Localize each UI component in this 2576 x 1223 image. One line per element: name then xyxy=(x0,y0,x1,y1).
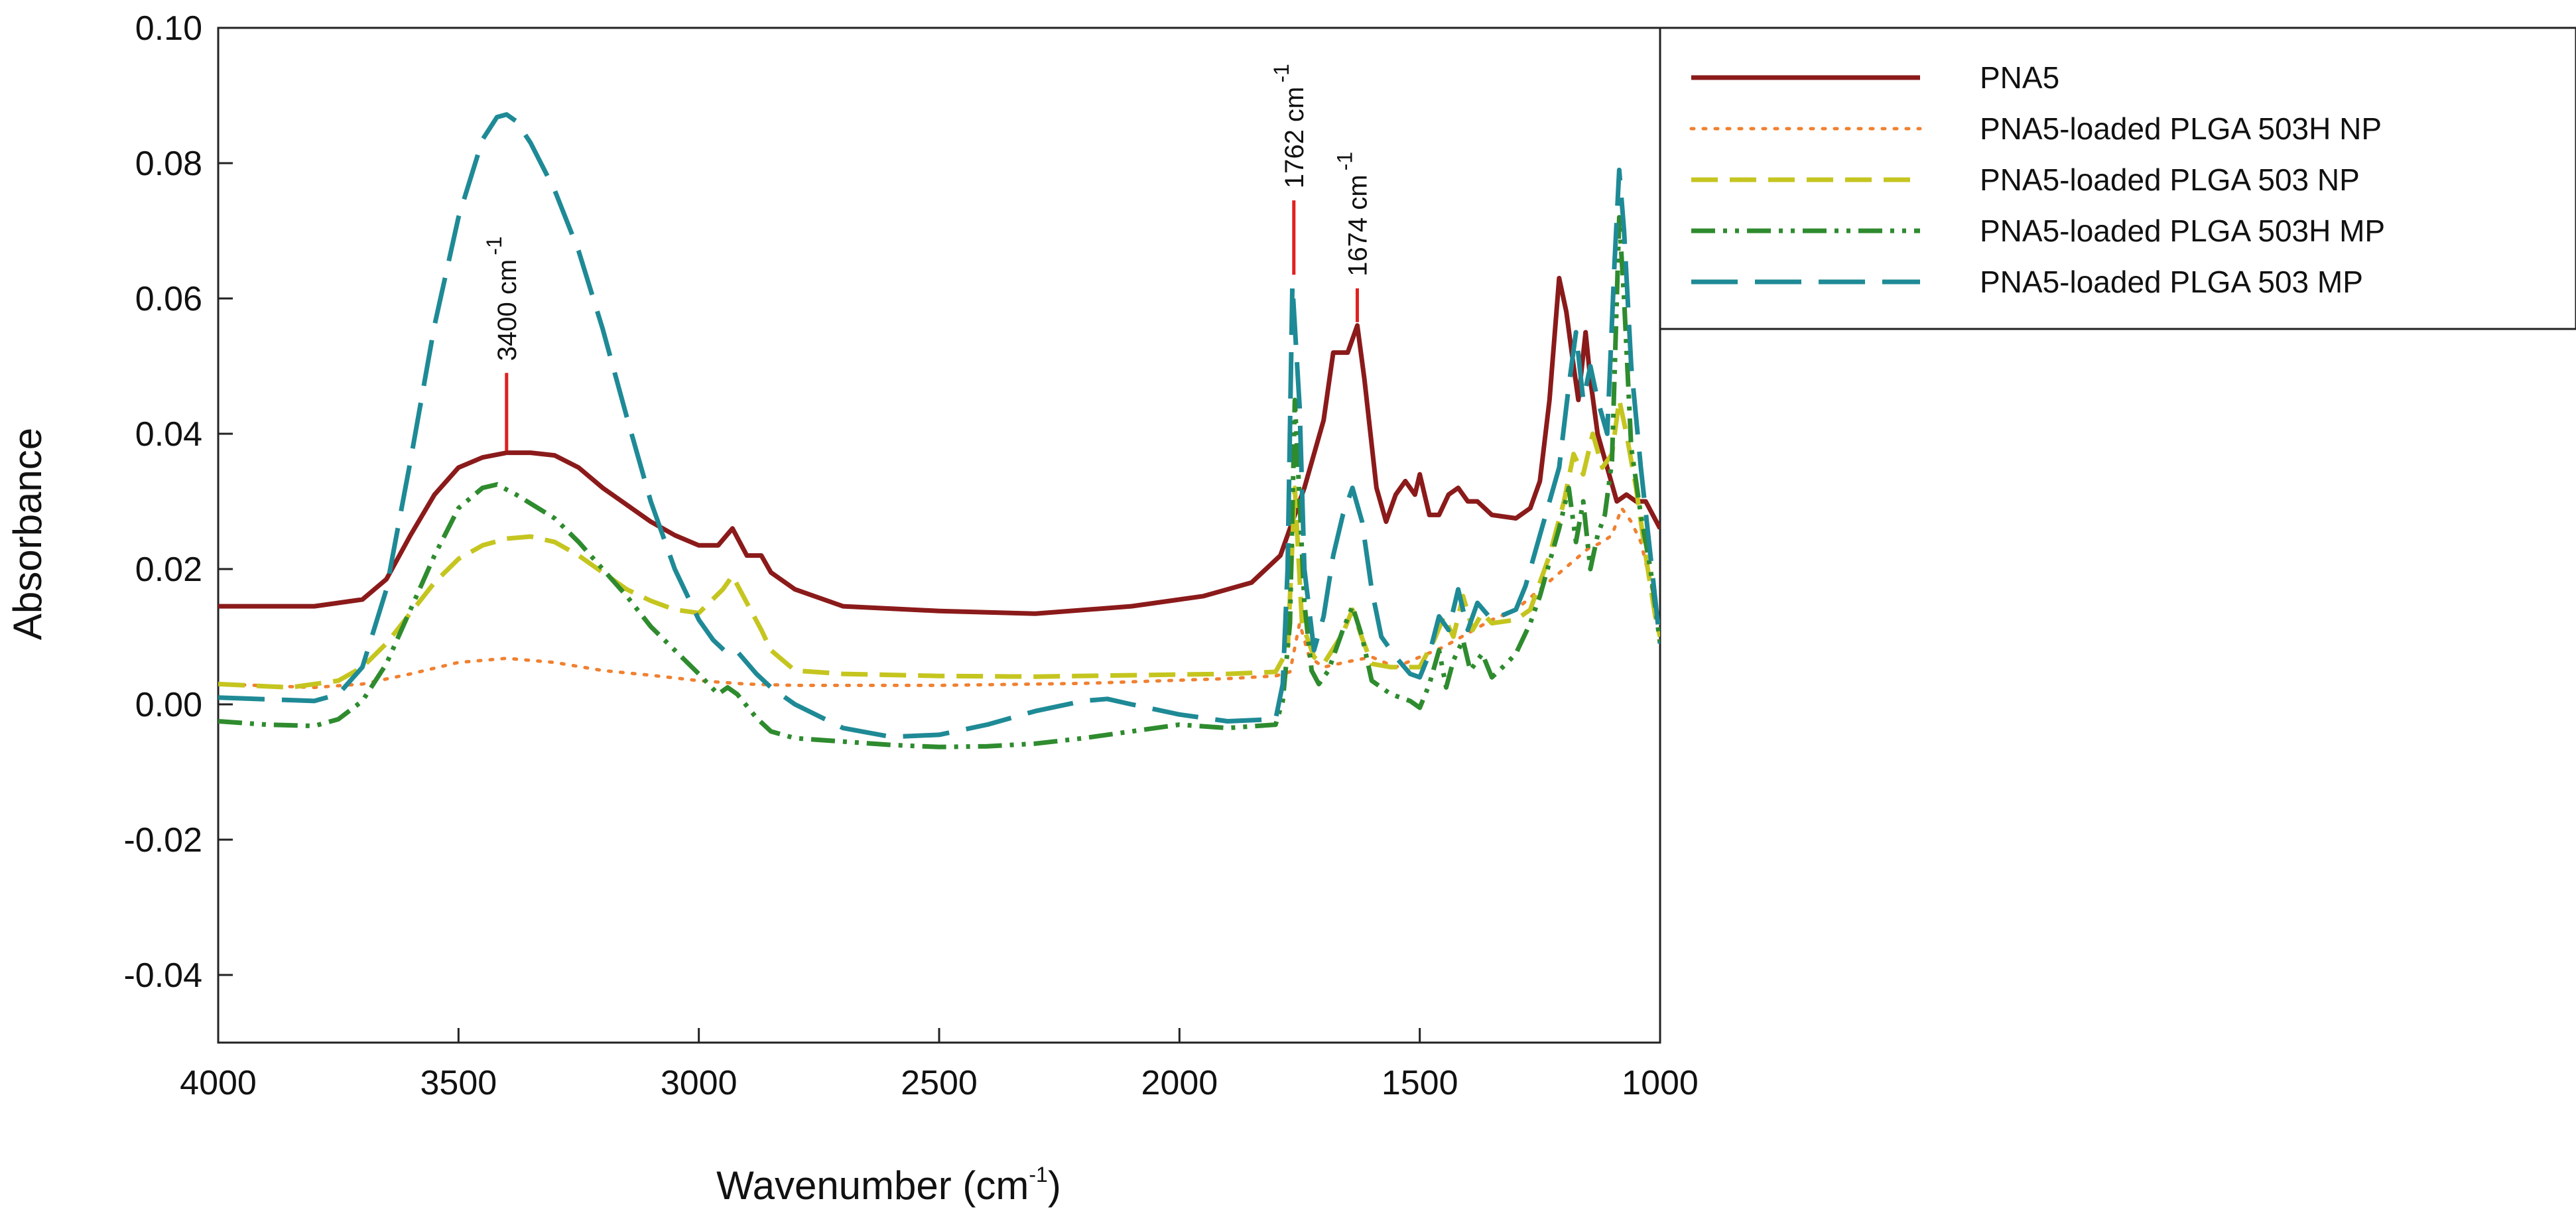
y-tick-label: 0.00 xyxy=(135,686,202,724)
y-tick-label: -0.04 xyxy=(123,956,202,995)
peak-label-3: 1674 cm-1 xyxy=(1332,152,1372,277)
series-line-1 xyxy=(218,275,1660,616)
y-tick-label: 0.02 xyxy=(135,550,202,589)
x-axis-title-sup: -1 xyxy=(1029,1163,1047,1187)
y-axis: -0.04 -0.02 0.00 0.02 0.04 0.06 0.08 0.10 xyxy=(123,9,233,995)
series-line-5 xyxy=(218,112,1660,740)
legend-label-4: PNA5-loaded PLGA 503H MP xyxy=(1980,214,2385,248)
x-tick-label: 3000 xyxy=(661,1064,738,1102)
y-tick-label: 0.06 xyxy=(135,280,202,318)
x-tick-label: 2500 xyxy=(901,1064,978,1102)
x-axis-title-close: ) xyxy=(1048,1163,1061,1208)
x-tick-label: 1000 xyxy=(1622,1064,1699,1102)
y-axis-title: Absorbance xyxy=(5,428,50,640)
x-tick-label: 1500 xyxy=(1382,1064,1458,1102)
y-tick-label: -0.02 xyxy=(123,821,202,860)
x-tick-label: 3500 xyxy=(420,1064,497,1102)
x-axis: 4000 3500 3000 2500 2000 1500 1000 xyxy=(180,1028,1699,1102)
legend-label-5: PNA5-loaded PLGA 503 MP xyxy=(1980,265,2363,299)
y-tick-label: 0.10 xyxy=(135,9,202,48)
x-tick-label: 2000 xyxy=(1141,1064,1218,1102)
legend-label-1: PNA5 xyxy=(1980,60,2059,95)
series-lines xyxy=(218,112,1660,749)
x-axis-title: Wavenumber (cm-1) xyxy=(716,1163,1061,1208)
series-line-3 xyxy=(218,397,1660,690)
series-line-2 xyxy=(218,506,1660,689)
y-tick-label: 0.08 xyxy=(135,145,202,183)
legend: PNA5 PNA5-loaded PLGA 503H NP PNA5-loaded … xyxy=(1659,27,2576,330)
legend-label-2: PNA5-loaded PLGA 503H NP xyxy=(1980,111,2382,146)
legend-label-3: PNA5-loaded PLGA 503 NP xyxy=(1980,162,2360,197)
peak-label-2: 1762 cm-1 xyxy=(1269,64,1309,188)
plot-frame xyxy=(217,27,1661,1044)
peak-annotations: 3400 cm-1 1762 cm-1 1674 cm-1 xyxy=(482,64,1372,451)
x-tick-label: 4000 xyxy=(180,1064,257,1102)
peak-label-1: 3400 cm-1 xyxy=(482,236,522,361)
series-line-4 xyxy=(218,215,1660,749)
y-tick-label: 0.04 xyxy=(135,415,202,454)
